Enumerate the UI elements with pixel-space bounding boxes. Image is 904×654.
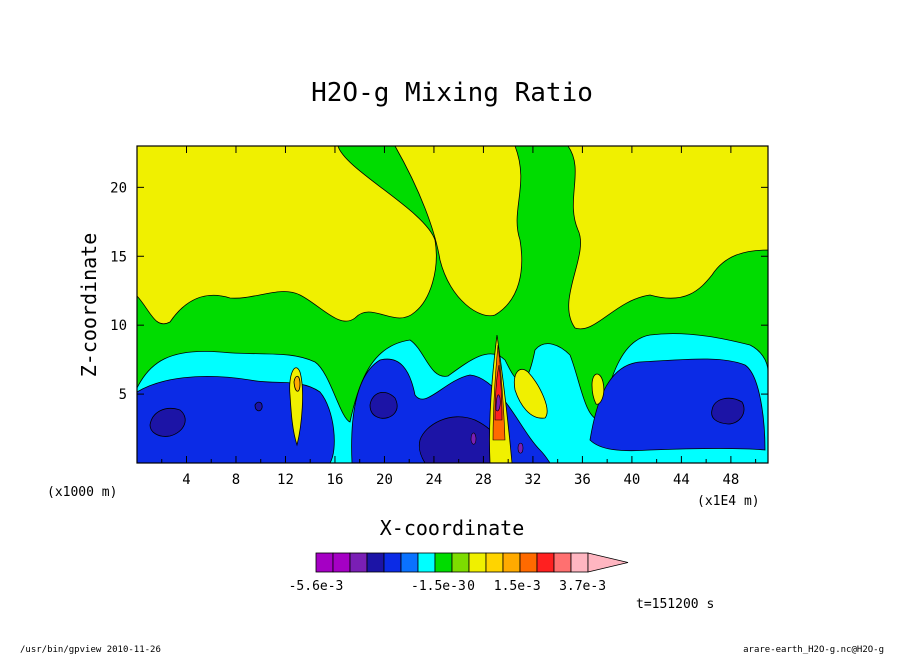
colorbar-label: -5.6e-3 [289,579,344,594]
colorbar-label: 1.5e-3 [494,579,541,594]
colorbar-segment [502,552,521,573]
x-axis-title: X-coordinate [380,516,525,540]
x-tick-label: 32 [524,472,541,488]
chart-title: H2O-g Mixing Ratio [311,78,593,108]
x-tick-label: 28 [475,472,492,488]
colorbar-label: 0 [467,579,475,594]
colorbar-segment [451,552,470,573]
x-tick-label: 16 [327,472,344,488]
x-tick-label: 44 [673,472,690,488]
colorbar-segment [570,552,589,573]
x-tick-labels: 4 8 12 16 20 24 28 32 36 40 44 48 [182,472,739,488]
colorbar-arrow [587,552,629,573]
colorbar-segment [536,552,555,573]
colorbar-segment [468,552,487,573]
x-tick-label: 20 [376,472,393,488]
y-tick-labels: 5 10 15 20 [110,180,127,403]
y-tick-marks [137,186,768,395]
y-axis-title: Z-coordinate [77,233,101,378]
x-tick-marks [161,146,757,463]
x-tick-label: 4 [182,472,190,488]
colorbar-label: -1.5e-3 [411,579,466,594]
y-tick-label: 20 [110,180,127,196]
y-tick-label: 15 [110,249,127,265]
y-tick-label: 5 [119,387,127,403]
plot-frame [136,145,769,464]
time-label: t=151200 s [636,597,714,612]
x-tick-label: 40 [623,472,640,488]
colorbar-segment [400,552,419,573]
yellow-cell-mid [513,368,548,419]
x-unit-right: (x1E4 m) [697,494,760,509]
footer-left: /usr/bin/gpview 2010-11-26 [20,645,161,654]
colorbar-segment [485,552,504,573]
plot-area [136,145,769,464]
x-tick-label: 48 [722,472,739,488]
convective-column-purple [495,394,501,412]
colorbar-segment [383,552,402,573]
colorbar-label: 3.7e-3 [559,579,606,594]
low-purple-cell-b [517,442,524,454]
low-purple-cell-a [470,432,477,445]
colorbar-segment [553,552,572,573]
colorbar-segment [417,552,436,573]
colorbar-segment [366,552,385,573]
x-unit-left: (x1000 m) [47,485,117,500]
y-tick-label: 10 [110,318,127,334]
colorbar-labels: -5.6e-3 -1.5e-3 0 1.5e-3 3.7e-3 [289,579,606,594]
x-tick-label: 36 [574,472,591,488]
colorbar-segment [434,552,453,573]
colorbar [315,552,629,573]
colorbar-segment [332,552,351,573]
x-tick-label: 24 [426,472,443,488]
x-tick-label: 12 [277,472,294,488]
x-tick-label: 8 [232,472,240,488]
colorbar-segment [315,552,334,573]
footer-right: arare-earth_H2O-g.nc@H2O-g [743,645,884,654]
orange-cell-left [293,375,301,392]
yellow-cell-right [591,373,605,405]
colorbar-segment [519,552,538,573]
colorbar-segment [349,552,368,573]
